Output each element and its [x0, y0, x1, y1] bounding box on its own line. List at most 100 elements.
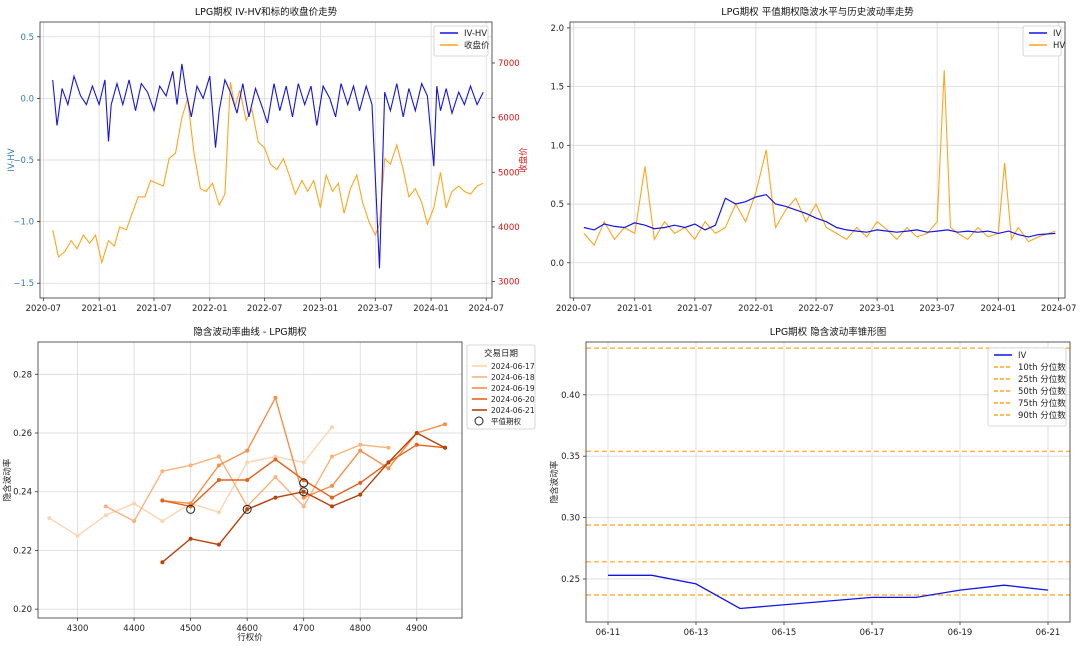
chart2-ytick-label: 1.0	[550, 141, 564, 151]
chart2-ytick-label: 0.5	[550, 200, 564, 210]
chart2-xtick-label: 2023-07	[919, 304, 955, 314]
chart1-title: LPG期权 IV-HV和标的收盘价走势	[195, 6, 338, 18]
chart2-ytick-label: 1.5	[550, 83, 564, 93]
chart2-ytick-label: 0.0	[550, 259, 564, 269]
chart2-xtick-label: 2021-01	[617, 304, 653, 314]
chart2-legend-label: HV	[1053, 41, 1065, 51]
chart3-xlabel: 行权价	[237, 632, 263, 643]
chart3-ytick-label: 0.24	[13, 488, 32, 498]
chart2-title: LPG期权 平值期权隐波水平与历史波动率走势	[721, 6, 914, 18]
chart3-point-2024-06-19	[301, 495, 306, 500]
chart3-point-2024-06-19	[443, 422, 448, 427]
chart2-xtick-label: 2024-07	[1041, 304, 1077, 314]
chart4-legend-label: IV	[1018, 351, 1027, 361]
chart4-xtick-label: 06-13	[684, 628, 709, 638]
chart3-point-2024-06-18	[358, 442, 363, 447]
chart3-point-2024-06-18	[329, 454, 334, 459]
chart3-point-2024-06-21	[188, 536, 193, 541]
chart3-xtick-label: 4900	[406, 624, 428, 634]
chart2-series-iv	[583, 193, 1056, 238]
chart1-legend-label: IV-HV	[464, 29, 487, 39]
chart3-point-2024-06-19	[245, 448, 250, 453]
chart2-frame	[569, 21, 1066, 299]
chart3-point-2024-06-17	[47, 516, 52, 521]
chart3-point-2024-06-20	[329, 495, 334, 500]
chart3-atm-marker	[299, 487, 309, 497]
chart4-xtick-label: 06-21	[1036, 628, 1061, 638]
chart1-ytick-label: 0.0	[20, 94, 34, 104]
chart4-xtick-label: 06-11	[596, 628, 621, 638]
chart3-atm-marker	[242, 504, 252, 514]
chart2-xtick-label: 2021-07	[677, 304, 713, 314]
chart4-legend-label: 10th 分位数	[1018, 362, 1066, 373]
chart3-point-2024-06-18	[301, 504, 306, 509]
chart3-point-2024-06-19	[216, 463, 221, 468]
chart3-point-2024-06-17	[75, 533, 80, 538]
chart4-title: LPG期权 隐含波动率锥形图	[770, 326, 886, 338]
chart3-point-2024-06-17	[273, 454, 278, 459]
chart3-point-2024-06-21	[414, 431, 419, 436]
chart3-atm-marker	[186, 504, 196, 514]
chart4-legend-label: 50th 分位数	[1018, 386, 1066, 397]
chart1-ylabel: IV-HV	[7, 148, 17, 171]
chart3-point-2024-06-18	[103, 504, 108, 509]
chart2-xtick-label: 2023-01	[859, 304, 895, 314]
chart3-xtick-label: 4500	[180, 624, 202, 634]
chart3-point-2024-06-20	[358, 480, 363, 485]
chart3-point-2024-06-21	[329, 504, 334, 509]
chart3-point-2024-06-21	[245, 507, 250, 512]
chart4-legend-label: 25th 分位数	[1018, 374, 1066, 385]
chart3-point-2024-06-21	[273, 495, 278, 500]
chart1-ytick-label: −0.5	[13, 156, 34, 166]
chart4-series-iv	[608, 574, 1049, 610]
chart3-point-2024-06-18	[273, 475, 278, 480]
chart3-point-2024-06-19	[386, 466, 391, 471]
chart1-series-iv-hv	[52, 63, 484, 269]
chart1-xtick-label: 2021-01	[81, 304, 117, 314]
chart3-point-2024-06-20	[414, 442, 419, 447]
chart1-y2tick-label: 3000	[498, 278, 520, 288]
chart4-legend-label: 90th 分位数	[1018, 410, 1066, 421]
chart3-point-2024-06-18	[386, 445, 391, 450]
chart1-xtick-label: 2024-07	[468, 304, 504, 314]
chart3-point-2024-06-19	[358, 448, 363, 453]
chart4-ytick-label: 0.35	[561, 452, 580, 462]
chart4-ytick-label: 0.40	[561, 391, 580, 401]
chart3-point-2024-06-20	[216, 478, 221, 482]
chart3-legend-label: 2024-06-18	[491, 373, 535, 382]
chart3-point-2024-06-17	[160, 519, 165, 524]
chart1-xtick-label: 2022-01	[192, 304, 228, 314]
chart3-point-2024-06-18	[132, 519, 137, 524]
chart3-point-2024-06-18	[216, 454, 221, 459]
chart2-legend-label: IV	[1053, 29, 1062, 39]
chart3-point-2024-06-20	[245, 478, 250, 482]
chart2-xtick-label: 2022-07	[798, 304, 834, 314]
chart2-xtick-label: 2024-01	[981, 304, 1017, 314]
chart2-xtick-label: 2020-07	[556, 304, 592, 314]
chart3-xtick-label: 4800	[349, 624, 371, 634]
chart3-legend-label: 2024-06-20	[491, 395, 535, 404]
chart3-point-2024-06-19	[273, 395, 278, 400]
chart4-ylabel: 隐含波动率	[549, 460, 560, 503]
chart4-ytick-label: 0.30	[561, 514, 580, 524]
chart3-legend-label: 2024-06-21	[491, 406, 535, 415]
chart3-point-2024-06-17	[245, 460, 250, 465]
chart3-legend-atm-label: 平值期权	[491, 416, 521, 426]
chart3-legend-atm-swatch	[474, 416, 484, 426]
chart3-point-2024-06-21	[301, 489, 306, 494]
chart1-legend-label: 收盘价	[464, 40, 490, 51]
chart4-xtick-label: 06-19	[948, 628, 973, 638]
chart1-y2label: 收盘价	[518, 147, 529, 173]
chart2-ytick-label: 2.0	[550, 24, 564, 34]
chart3-ytick-label: 0.28	[13, 370, 32, 380]
chart1-y2tick-label: 6000	[498, 114, 520, 124]
chart3-point-2024-06-21	[160, 560, 165, 565]
chart1-y2tick-label: 4000	[498, 223, 520, 233]
chart3-xtick-label: 4400	[123, 624, 145, 634]
chart1-xtick-label: 2024-01	[413, 304, 449, 314]
chart1-xtick-label: 2023-07	[358, 304, 394, 314]
chart3-point-2024-06-17	[132, 501, 137, 506]
chart1-ytick-label: −1.5	[13, 279, 34, 289]
chart1-xtick-label: 2022-07	[247, 304, 283, 314]
chart1-ytick-label: −1.0	[13, 218, 34, 228]
